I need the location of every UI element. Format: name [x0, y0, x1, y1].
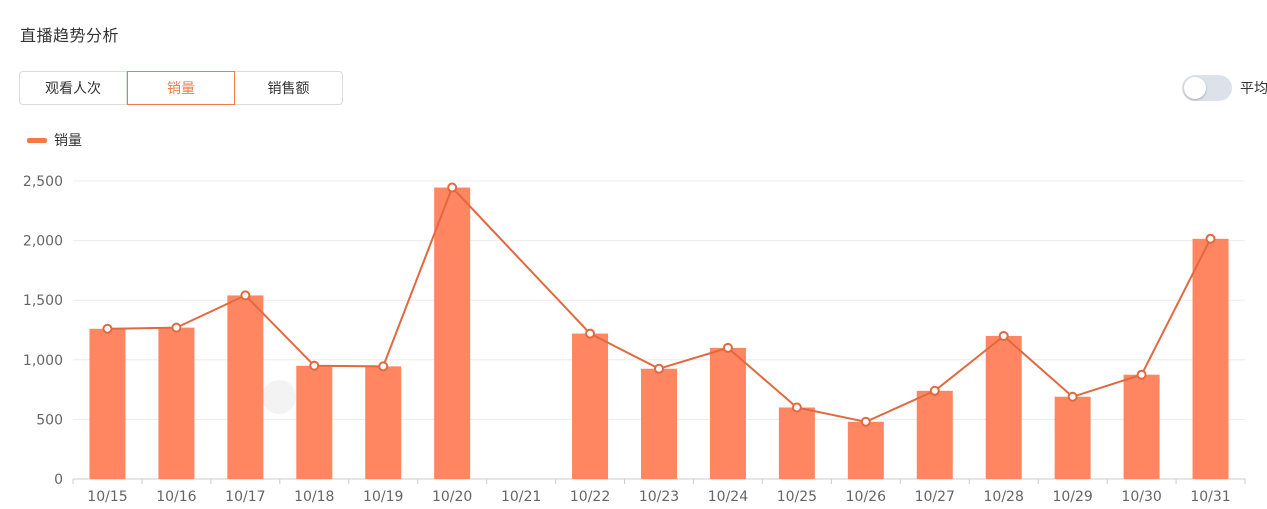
x-tick-label: 10/19: [363, 489, 403, 505]
x-tick-label: 10/24: [708, 489, 748, 505]
line-point: [171, 322, 182, 333]
bar: [89, 328, 126, 479]
bar: [158, 327, 195, 479]
line-point: [1067, 391, 1078, 402]
x-tick-label: 10/31: [1190, 489, 1230, 505]
bar: [847, 421, 884, 479]
bar: [365, 366, 402, 479]
toggle-knob: [1184, 77, 1206, 99]
x-tick-label: 10/28: [984, 489, 1024, 505]
x-tick-label: 10/20: [432, 489, 472, 505]
bar: [916, 390, 953, 479]
y-tick-label: 1,000: [23, 353, 63, 369]
bar: [434, 187, 471, 479]
tab-views[interactable]: 观看人次: [19, 71, 127, 105]
line-point: [585, 328, 596, 339]
page-title: 直播趋势分析: [20, 26, 120, 45]
metric-tabs: 观看人次 销量 销售额: [19, 71, 343, 105]
watermark-icon: [262, 380, 296, 414]
line-point: [1205, 233, 1216, 244]
bar: [1123, 374, 1160, 479]
line-point: [791, 402, 802, 413]
legend-swatch: [27, 137, 47, 143]
bar: [1054, 396, 1091, 479]
x-tick-label: 10/25: [777, 489, 817, 505]
x-tick-label: 10/22: [570, 489, 610, 505]
x-tick-label: 10/16: [156, 489, 196, 505]
chart-legend[interactable]: 销量: [27, 130, 82, 150]
x-tick-label: 10/29: [1052, 489, 1092, 505]
y-tick-label: 2,000: [23, 234, 63, 250]
x-tick-label: 10/17: [225, 489, 265, 505]
legend-label: 销量: [54, 133, 82, 149]
bar: [227, 295, 264, 479]
line-point: [860, 416, 871, 427]
line-point: [240, 290, 251, 301]
y-tick-label: 1,500: [23, 293, 63, 309]
x-tick-label: 10/15: [87, 489, 127, 505]
average-toggle-group: 平均: [1182, 75, 1267, 101]
x-tick-label: 10/18: [294, 489, 334, 505]
line-point: [998, 330, 1009, 341]
average-toggle-label: 平均: [1240, 81, 1267, 97]
bar: [778, 407, 815, 479]
x-tick-label: 10/21: [501, 489, 541, 505]
line-point: [309, 360, 320, 371]
bar: [572, 333, 609, 479]
y-tick-label: 2,500: [23, 174, 63, 190]
x-tick-label: 10/26: [846, 489, 886, 505]
bar: [1192, 238, 1229, 479]
y-tick-label: 0: [54, 472, 63, 488]
x-tick-label: 10/27: [915, 489, 955, 505]
series-line: [107, 185, 1212, 423]
x-tick-label: 10/30: [1121, 489, 1161, 505]
line-point: [722, 342, 733, 353]
line-point: [1136, 369, 1147, 380]
line-point: [929, 385, 940, 396]
tab-sales-amount[interactable]: 销售额: [235, 71, 343, 105]
line-point: [102, 323, 113, 334]
y-tick-label: 500: [36, 412, 63, 428]
bar: [985, 335, 1022, 479]
x-tick-label: 10/23: [639, 489, 679, 505]
line-point: [654, 363, 664, 374]
bar: [296, 365, 333, 479]
line-point: [378, 361, 389, 372]
average-toggle[interactable]: [1182, 75, 1232, 101]
line-point: [447, 182, 458, 193]
watermark-logo: [262, 380, 296, 414]
bar: [709, 347, 746, 479]
bar: [641, 368, 677, 479]
tab-sales-volume[interactable]: 销量: [127, 71, 235, 105]
